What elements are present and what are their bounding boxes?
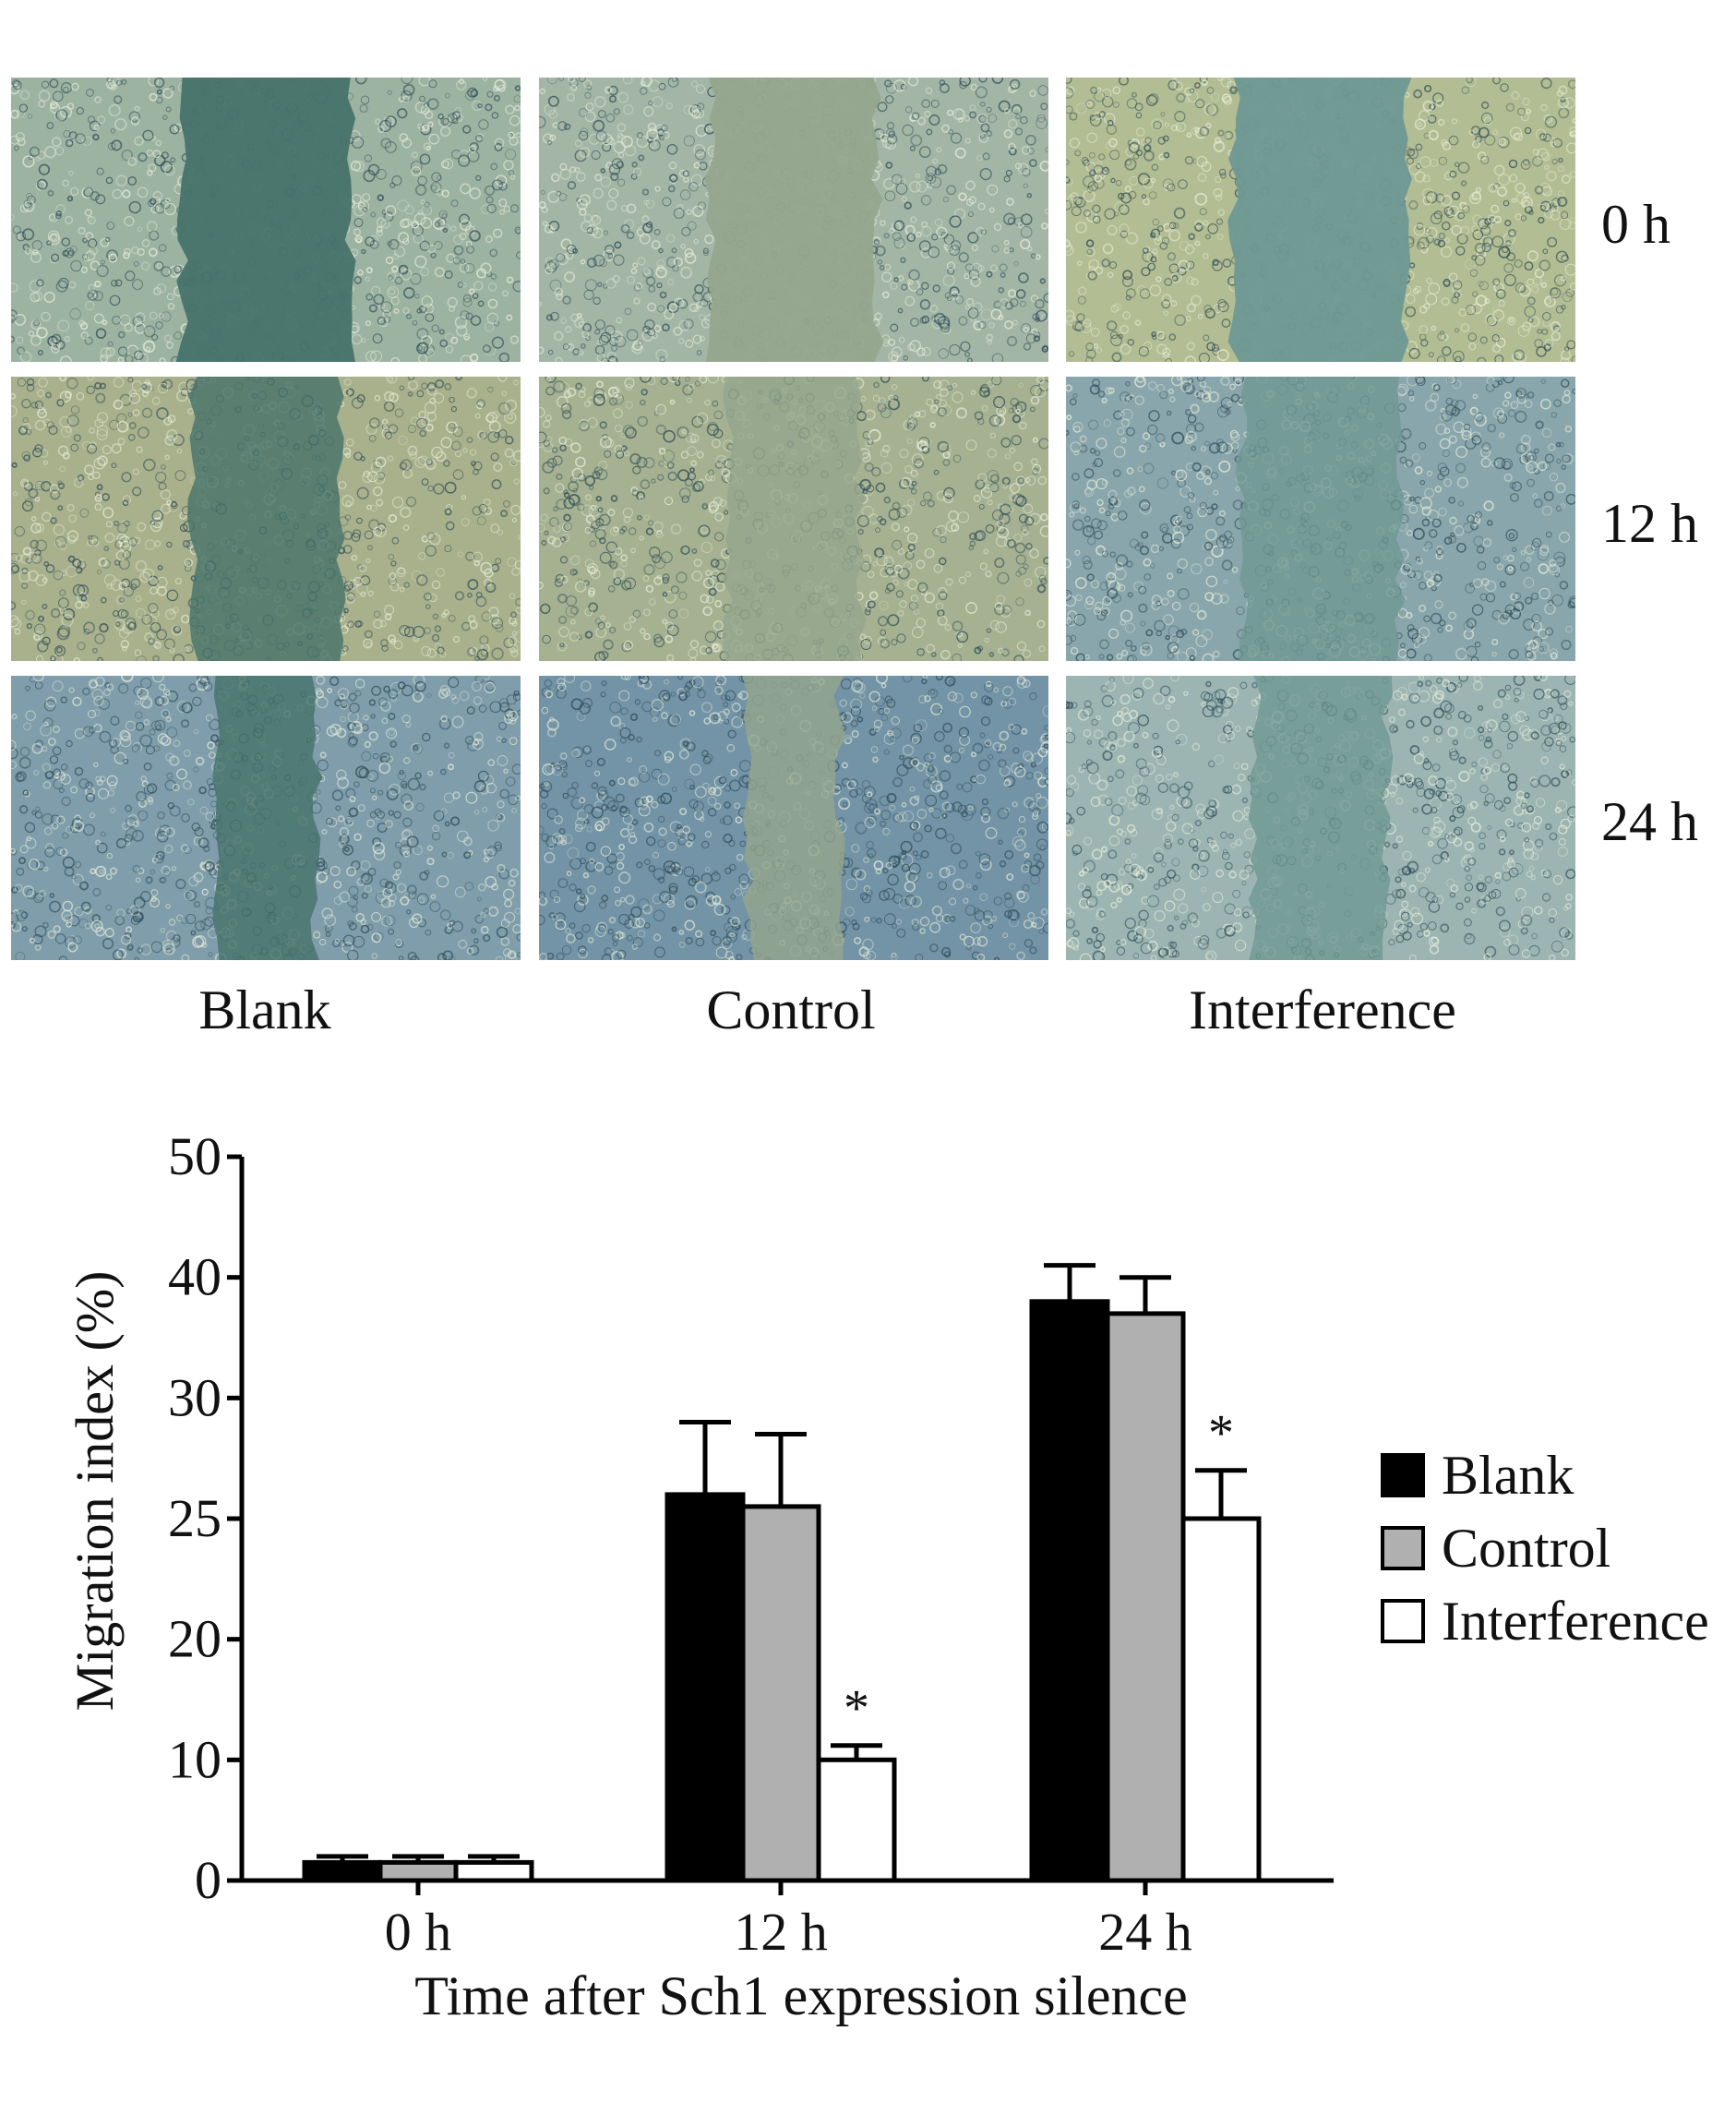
column-label-blank: Blank [198,979,331,1040]
bar-blank-24h [1029,1299,1110,1883]
x-tick-label-12h: 12 h [734,1902,828,1962]
micrograph-interference-12h [1066,377,1575,661]
legend-label-control: Control [1442,1518,1610,1579]
micrograph-interference-0h [1066,78,1575,362]
micrograph-control-24h [539,676,1048,960]
micrograph-control-12h [539,377,1048,661]
bar-interference-24h [1180,1516,1262,1883]
micrograph-blank-24h [11,676,521,960]
bar-blank-12h [664,1492,746,1883]
row-label-0h: 0 h [1601,194,1670,255]
x-axis-label: Time after Sch1 expression silence [414,1965,1188,2026]
legend-label-interference: Interference [1442,1591,1709,1652]
x-tick-label-24h: 24 h [1098,1902,1192,1962]
y-tick-label-10: 10 [168,1729,221,1789]
micrograph-panel: 0 h 12 h 24 h Blank Control Interference [11,78,1698,1040]
x-tick-label-0h: 0 h [385,1902,452,1962]
y-tick-label-0: 0 [195,1850,221,1910]
legend-label-blank: Blank [1442,1445,1574,1506]
y-tick-label-20: 20 [168,1609,221,1669]
bar-interference-12h [816,1757,897,1883]
micrograph-blank-12h [11,377,521,661]
micrograph-interference-24h [1066,676,1575,960]
axes-layer: 0 10 20 25 30 40 50 0 h 12 h 24 h [168,1126,1334,1962]
row-label-24h: 24 h [1601,791,1698,852]
y-tick-label-30: 30 [168,1367,221,1427]
micrograph-control-0h [539,78,1048,362]
bars-layer: ** [302,1263,1262,1883]
column-label-interference: Interference [1189,979,1456,1040]
row-label-12h: 12 h [1601,493,1698,554]
bar-blank-0h [302,1859,383,1883]
column-label-control: Control [706,979,876,1040]
legend-swatch-blank [1381,1453,1425,1497]
bar-interference-0h [453,1859,534,1883]
legend: Blank Control Interference [1381,1445,1709,1652]
y-tick-label-50: 50 [168,1126,221,1186]
bar-control-12h [740,1504,821,1883]
legend-swatch-control [1381,1526,1425,1570]
legend-swatch-interference [1381,1599,1425,1643]
y-tick-label-40: 40 [168,1247,221,1307]
y-axis-label: Migration index (%) [65,1271,125,1712]
significance-mark-24h: * [1208,1405,1234,1462]
bar-control-24h [1105,1311,1186,1883]
bar-control-0h [377,1859,459,1883]
y-tick-label-25: 25 [168,1488,221,1548]
significance-mark-12h: * [844,1680,869,1737]
micrograph-blank-0h [11,78,521,362]
